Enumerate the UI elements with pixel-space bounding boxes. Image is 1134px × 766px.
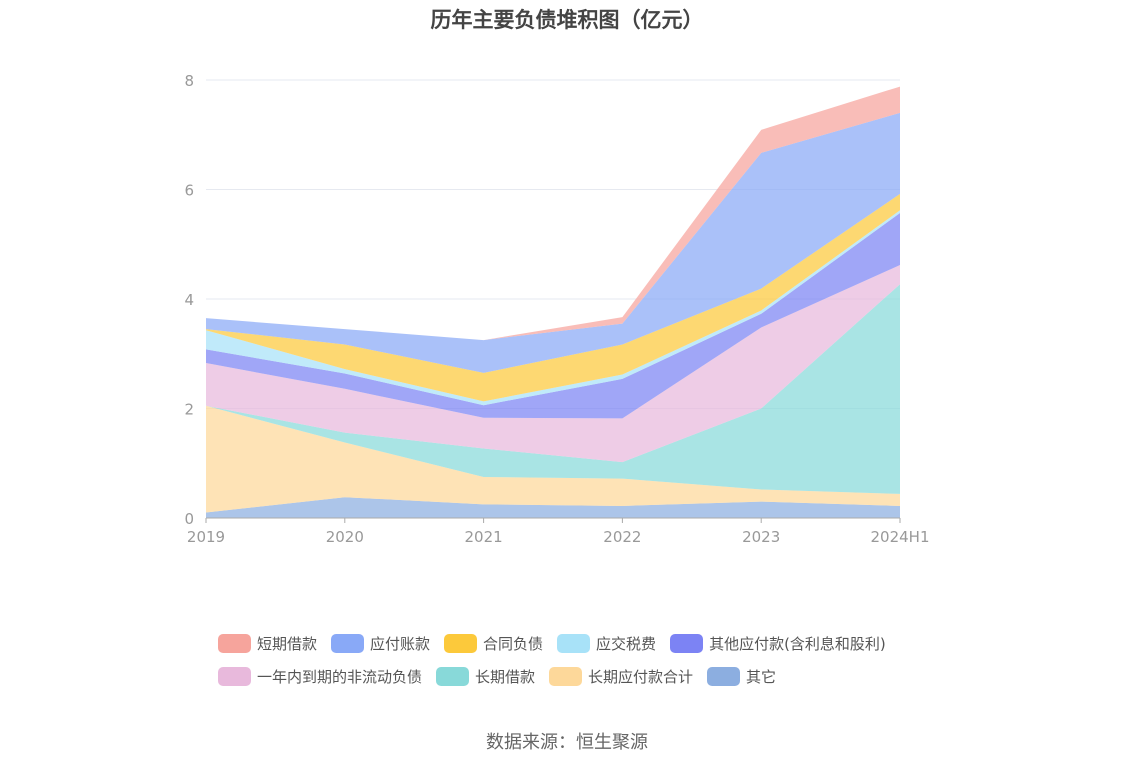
legend-label: 合同负债 xyxy=(483,634,544,653)
legend-item[interactable]: 长期应付款合计 xyxy=(549,666,693,687)
legend-label: 其他应付款(含利息和股利) xyxy=(709,634,886,653)
y-tick-label: 2 xyxy=(184,401,194,419)
legend-label: 一年内到期的非流动负债 xyxy=(257,667,423,686)
area-series-7 xyxy=(206,112,900,373)
area-series-6 xyxy=(206,193,900,402)
area-series-0 xyxy=(206,497,900,518)
legend-swatch xyxy=(549,666,583,686)
legend-swatch xyxy=(218,633,251,653)
legend-swatch xyxy=(707,666,741,686)
legend: 短期借款 应付账款 合同负债 应交税费 其他应付款(含利息和股利) 一年内到期的非流动负… xyxy=(218,630,978,696)
y-tick-label: 0 xyxy=(184,510,194,528)
legend-item[interactable]: 应交税费 xyxy=(557,633,656,654)
y-tick-label: 4 xyxy=(184,291,194,309)
axes: 0 2 4 6 8 2019 2020 2021 2022 2023 2024H1 xyxy=(184,72,929,546)
legend-label: 应交税费 xyxy=(596,634,657,653)
legend-swatch xyxy=(444,633,478,653)
legend-label: 应付账款 xyxy=(370,634,431,653)
y-tick-label: 6 xyxy=(184,182,194,200)
area-series-4 xyxy=(206,213,900,419)
legend-swatch xyxy=(331,633,365,653)
legend-item[interactable]: 短期借款 xyxy=(218,633,317,654)
legend-label: 长期应付款合计 xyxy=(588,667,694,686)
legend-label: 其它 xyxy=(746,667,777,686)
legend-row-2: 一年内到期的非流动负债 长期借款 长期应付款合计 其它 xyxy=(218,663,978,689)
legend-item[interactable]: 长期借款 xyxy=(436,666,535,687)
legend-swatch xyxy=(436,666,470,686)
legend-swatch xyxy=(557,633,591,653)
legend-row-1: 短期借款 应付账款 合同负债 应交税费 其他应付款(含利息和股利) xyxy=(218,630,978,656)
y-tick-label: 8 xyxy=(184,72,194,90)
legend-item[interactable]: 应付账款 xyxy=(331,633,430,654)
legend-item[interactable]: 其他应付款(含利息和股利) xyxy=(670,633,886,654)
x-tick-label: 2020 xyxy=(326,528,364,546)
stacked-area-chart: 0 2 4 6 8 2019 2020 2021 2022 2023 2024H1 xyxy=(184,72,929,546)
legend-item[interactable]: 其它 xyxy=(707,666,776,687)
x-tick-label: 2021 xyxy=(465,528,503,546)
area-series-1 xyxy=(206,405,900,513)
area-series-group xyxy=(206,86,900,518)
legend-swatch xyxy=(218,666,251,686)
legend-swatch xyxy=(670,633,704,653)
x-tick-label: 2022 xyxy=(603,528,641,546)
legend-label: 长期借款 xyxy=(475,667,536,686)
legend-item[interactable]: 一年内到期的非流动负债 xyxy=(218,666,422,687)
data-source-note: 数据来源：恒生聚源 xyxy=(486,732,648,753)
area-series-2 xyxy=(206,284,900,494)
legend-item[interactable]: 合同负债 xyxy=(444,633,543,654)
x-tick-label: 2019 xyxy=(187,528,225,546)
legend-label: 短期借款 xyxy=(257,634,318,653)
area-series-8 xyxy=(206,86,900,341)
x-tick-label: 2023 xyxy=(742,528,780,546)
x-tick-label: 2024H1 xyxy=(871,528,930,546)
chart-title: 历年主要负债堆积图（亿元） xyxy=(430,8,704,32)
area-series-3 xyxy=(206,265,900,463)
